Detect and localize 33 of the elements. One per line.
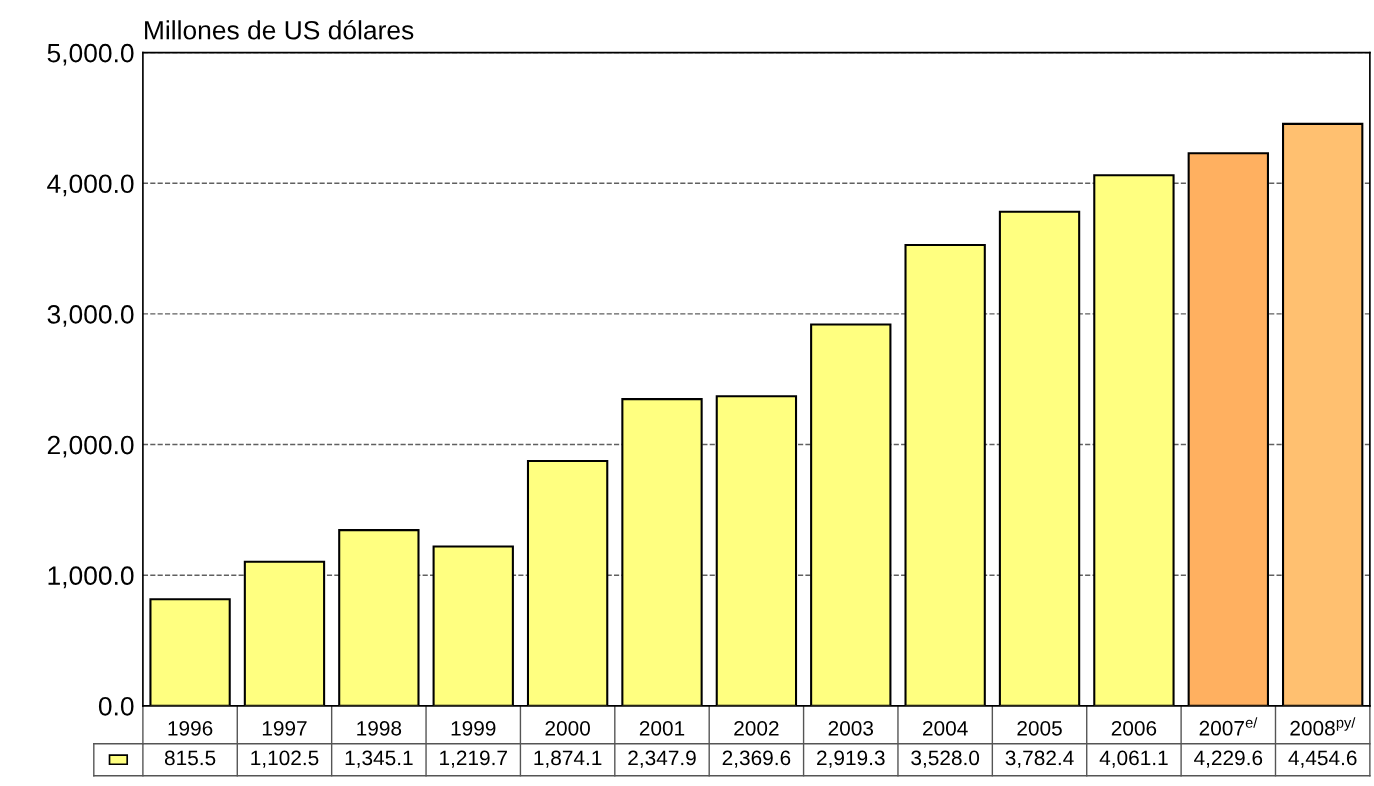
data-label: 4,454.6 (1288, 750, 1357, 768)
data-label: 1,874.1 (534, 750, 602, 768)
data-label: 1,219.7 (440, 750, 507, 768)
y-tick-label: 3,000.0 (47, 305, 134, 327)
y-tick-label: 5,000.0 (47, 43, 134, 66)
x-tick-label: 1999 (451, 720, 496, 736)
y-tick-label: 4,000.0 (47, 174, 134, 197)
x-tick-label: 2007$^{e/}$ (1199, 717, 1258, 736)
data-label: 3,528.0 (911, 750, 980, 768)
data-label: 1,102.5 (251, 750, 319, 768)
data-label: 1,345.1 (345, 750, 413, 768)
x-tick-label: 2001 (639, 720, 685, 736)
data-label: 2,919.3 (817, 750, 885, 768)
y-axis-title: Millones de US dólares (145, 19, 414, 40)
data-label: 3,782.4 (1005, 750, 1074, 768)
data-label: 2,369.6 (722, 750, 791, 768)
x-tick-label: 1997 (262, 720, 307, 736)
y-tick-label: 1,000.0 (48, 566, 134, 589)
x-tick-label: 2006 (1111, 720, 1157, 736)
data-label: 4,229.6 (1194, 750, 1263, 768)
x-tick-label: 2003 (828, 720, 874, 736)
x-tick-label: 2005 (1017, 720, 1062, 736)
data-label: 815.5 (164, 750, 216, 766)
x-tick-label: 1996 (168, 720, 213, 736)
x-tick-label: 2008$^{py/}$ (1290, 717, 1356, 736)
x-tick-label: 1998 (357, 720, 402, 736)
x-tick-label: 2002 (734, 720, 779, 736)
y-tick-label: 0.0 (98, 696, 134, 716)
y-tick-label: 2,000.0 (47, 435, 134, 458)
data-label: 2,347.9 (628, 750, 696, 768)
x-tick-label: 2004 (923, 720, 968, 736)
data-label: 4,061.1 (1099, 750, 1168, 768)
x-tick-label: 2000 (545, 720, 590, 736)
